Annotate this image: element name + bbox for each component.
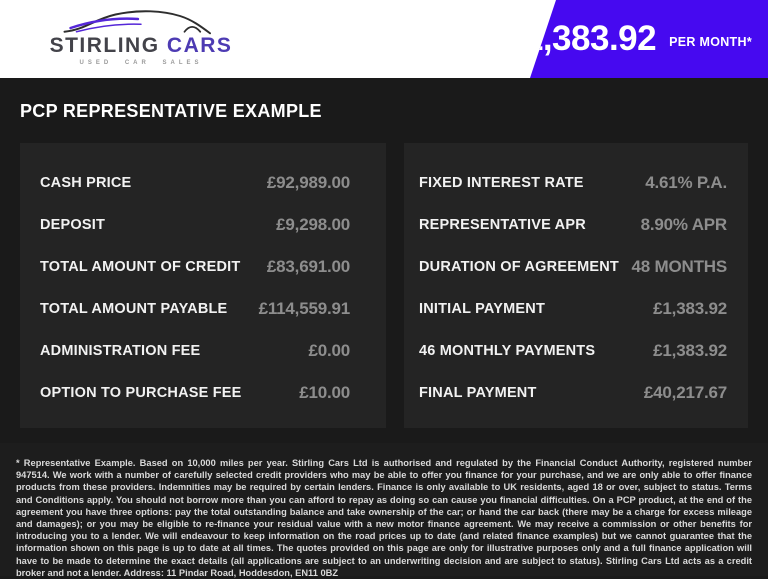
finance-row-label: REPRESENTATIVE APR (419, 217, 586, 233)
finance-row-value: £9,298.00 (276, 215, 350, 234)
finance-row-label: ADMINISTRATION FEE (40, 343, 201, 359)
monthly-price: £1,383.92 (504, 19, 657, 58)
section-title: PCP REPRESENTATIVE EXAMPLE (20, 101, 322, 121)
finance-row-value: £83,691.00 (266, 257, 350, 276)
disclaimer-text: * Representative Example. Based on 10,00… (16, 458, 752, 578)
finance-row-label: OPTION TO PURCHASE FEE (40, 385, 242, 401)
finance-row-value: £40,217.67 (643, 383, 727, 402)
car-silhouette-icon (63, 10, 211, 35)
finance-row-purchase-fee: OPTION TO PURCHASE FEE £10.00 (20, 372, 386, 414)
finance-row-value: £1,383.92 (653, 299, 727, 318)
finance-row-value: £114,559.91 (258, 299, 351, 318)
finance-row-label: TOTAL AMOUNT OF CREDIT (40, 259, 241, 275)
finance-row-value: 48 MONTHS (631, 257, 728, 276)
logo-wordmark: STIRLING CARS (45, 35, 237, 56)
finance-row-duration: DURATION OF AGREEMENT 48 MONTHS (404, 246, 748, 288)
finance-panel-right: FIXED INTEREST RATE 4.61% P.A. REPRESENT… (404, 143, 748, 428)
header: STIRLING CARS USED CAR SALES £1,383.92 P… (0, 0, 768, 78)
finance-row-label: 46 MONTHLY PAYMENTS (419, 343, 596, 359)
stirling-cars-logo: STIRLING CARS USED CAR SALES (45, 7, 237, 66)
finance-row-initial-payment: INITIAL PAYMENT £1,383.92 (404, 288, 748, 330)
finance-row-final-payment: FINAL PAYMENT £40,217.67 (404, 372, 748, 414)
finance-row-monthly-payments: 46 MONTHLY PAYMENTS £1,383.92 (404, 330, 748, 372)
finance-row-label: CASH PRICE (40, 175, 132, 191)
footer: * Representative Example. Based on 10,00… (0, 443, 768, 578)
price-banner: £1,383.92 PER MONTH* (530, 0, 768, 78)
finance-row-total-credit: TOTAL AMOUNT OF CREDIT £83,691.00 (20, 246, 386, 288)
finance-row-value: 4.61% P.A. (645, 173, 727, 192)
logo-brand-secondary: CARS (166, 34, 233, 57)
logo-brand-primary: STIRLING (49, 34, 160, 57)
finance-row-label: TOTAL AMOUNT PAYABLE (40, 301, 228, 317)
finance-row-apr: REPRESENTATIVE APR 8.90% APR (404, 204, 748, 246)
finance-row-value: £0.00 (308, 341, 350, 360)
finance-row-label: DEPOSIT (40, 217, 106, 233)
finance-row-value: 8.90% APR (640, 215, 728, 234)
finance-panels: CASH PRICE £92,989.00 DEPOSIT £9,298.00 … (20, 143, 748, 428)
finance-row-label: FIXED INTEREST RATE (419, 175, 584, 191)
finance-row-admin-fee: ADMINISTRATION FEE £0.00 (20, 330, 386, 372)
finance-row-label: DURATION OF AGREEMENT (419, 259, 619, 275)
logo-tagline: USED CAR SALES (79, 60, 203, 66)
finance-row-label: INITIAL PAYMENT (419, 301, 545, 317)
finance-row-label: FINAL PAYMENT (419, 385, 537, 401)
monthly-price-suffix: PER MONTH* (669, 35, 752, 49)
finance-panel-left: CASH PRICE £92,989.00 DEPOSIT £9,298.00 … (20, 143, 386, 428)
finance-row-value: £92,989.00 (266, 173, 350, 192)
finance-row-value: £1,383.92 (653, 341, 727, 360)
finance-row-value: £10.00 (299, 383, 350, 402)
finance-row-cash-price: CASH PRICE £92,989.00 (20, 162, 386, 204)
finance-row-total-payable: TOTAL AMOUNT PAYABLE £114,559.91 (20, 288, 386, 330)
finance-row-interest-rate: FIXED INTEREST RATE 4.61% P.A. (404, 162, 748, 204)
finance-row-deposit: DEPOSIT £9,298.00 (20, 204, 386, 246)
